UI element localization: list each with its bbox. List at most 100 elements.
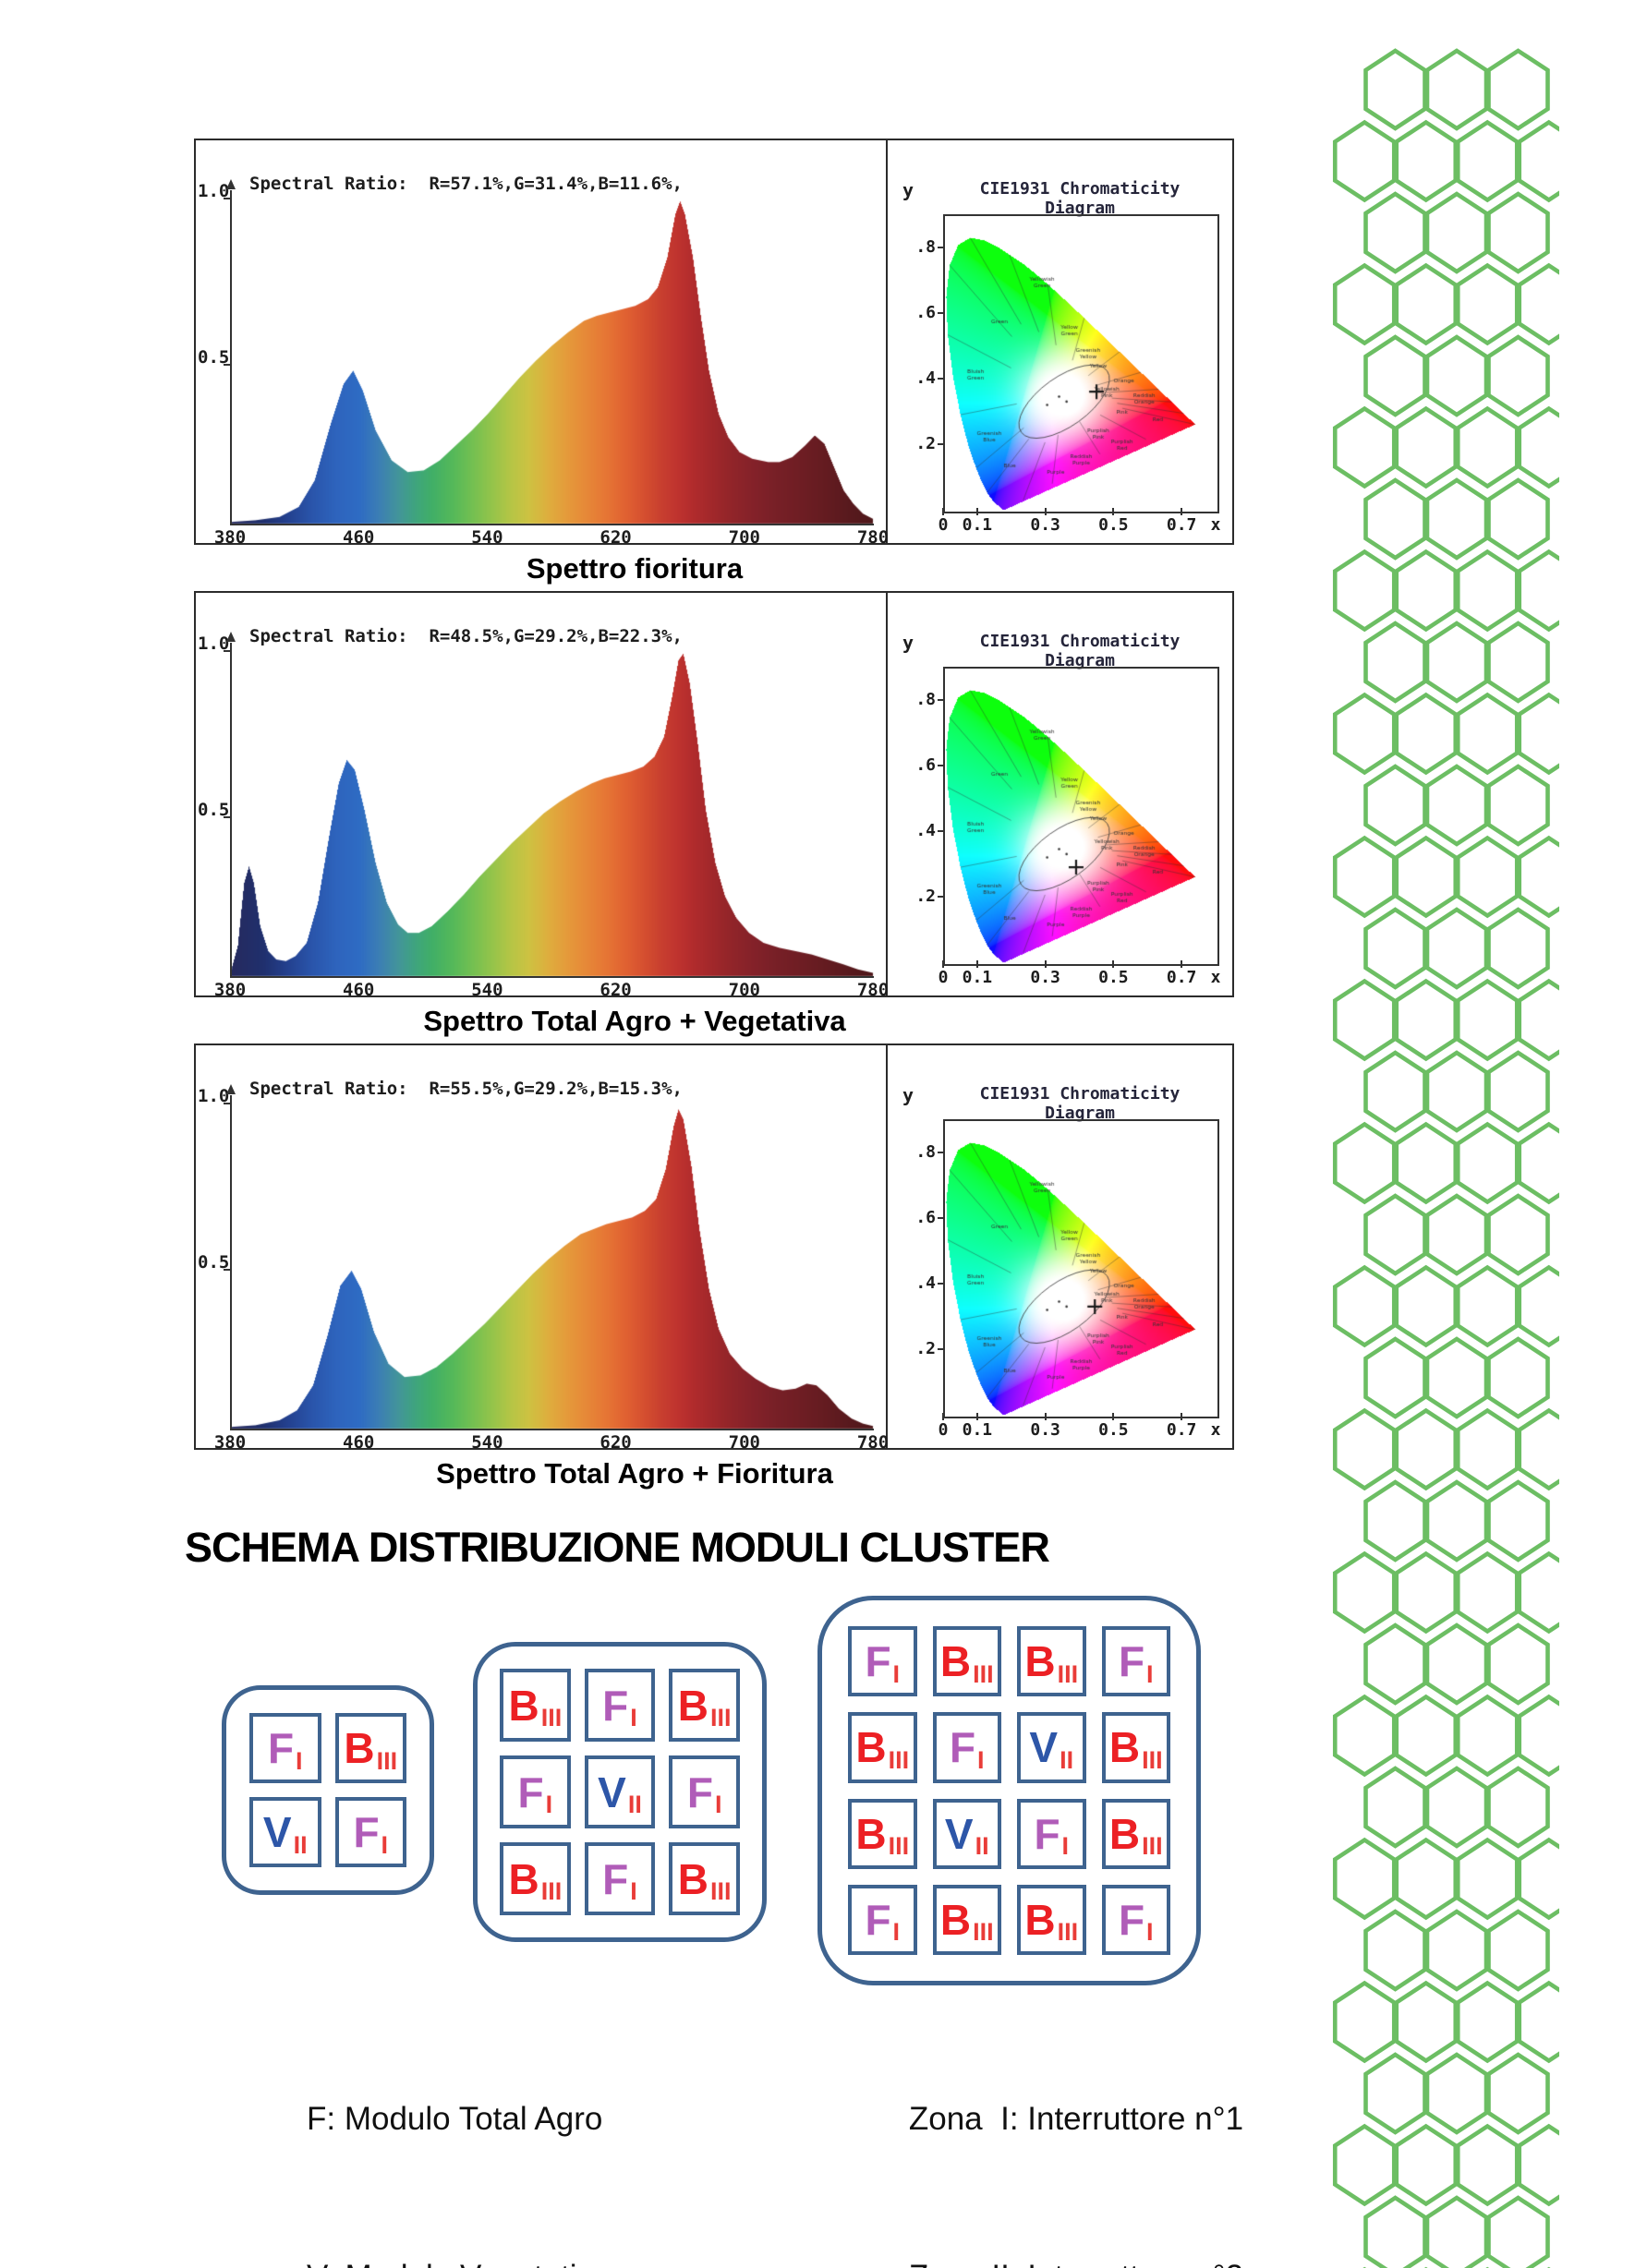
cie-x-tick-mark xyxy=(1044,1413,1047,1420)
cie-y-tick-label: .8 xyxy=(915,1141,936,1162)
y-tick-mark xyxy=(224,364,231,366)
cie-y-tick-label: .4 xyxy=(915,368,936,388)
cie-y-axis-label: y xyxy=(902,632,914,654)
cie-x-tick-label: 0 xyxy=(938,968,949,987)
cie-plot-area xyxy=(943,1119,1219,1418)
cie-x-tick-label: 0.3 xyxy=(1030,968,1060,987)
x-tick-label: 380 xyxy=(213,527,247,548)
cie-x-tick-mark xyxy=(1112,960,1115,968)
cie-x-tick-label: 0.5 xyxy=(1098,1420,1129,1440)
cie-y-tick-label: .6 xyxy=(915,302,936,322)
y-tick-label: 1.0 xyxy=(198,633,230,654)
module-legend-line-v: V: Modulo Vegetativa xyxy=(307,2250,611,2268)
module-legend: F: Modulo Total Agro V: Modulo Vegetativ… xyxy=(307,1987,611,2268)
cie-x-tick-label: 0 xyxy=(938,515,949,535)
panel-caption: Spettro Total Agro + Vegetativa xyxy=(423,1005,846,1037)
cie-y-tick-mark xyxy=(938,246,945,248)
zone-legend-line-1: Zona I: Interruttore n°1 xyxy=(908,2101,1244,2137)
x-tick-label: 540 xyxy=(471,980,503,1000)
x-tick-label: 540 xyxy=(471,1432,503,1453)
cie-canvas xyxy=(945,1121,1217,1417)
cie-x-tick-label: 0.3 xyxy=(1030,1420,1060,1440)
cie-title: CIE1931 Chromaticity Diagram xyxy=(979,1084,1181,1123)
y-tick-label: 0.5 xyxy=(198,800,230,820)
cie-diagram: y CIE1931 Chromaticity Diagram .8 .6 .4 .2 0 0.… xyxy=(888,140,1232,543)
cie-x-tick-label: 0.1 xyxy=(962,968,993,987)
cie-x-axis-label: x xyxy=(1210,968,1221,987)
spectral-chart: Spectral Ratio: R=57.1%,G=31.4%,B=11.6%,… xyxy=(196,140,889,548)
cie-y-tick-label: .8 xyxy=(915,236,936,257)
spectral-chart: Spectral Ratio: R=55.5%,G=29.2%,B=15.3%,… xyxy=(196,1045,889,1453)
x-tick-label: 460 xyxy=(343,1432,375,1453)
cie-y-tick-label: .2 xyxy=(915,433,936,453)
y-tick-label: 0.5 xyxy=(198,1252,230,1273)
cie-x-tick-mark xyxy=(942,1413,944,1420)
cie-y-tick-mark xyxy=(938,1347,945,1350)
cie-y-tick-mark xyxy=(938,1151,945,1153)
y-tick-mark xyxy=(224,650,231,652)
cie-y-tick-label: .2 xyxy=(915,886,936,906)
cie-y-axis-label: y xyxy=(902,1084,914,1106)
panel-caption: Spettro fioritura xyxy=(526,552,744,585)
x-axis-line xyxy=(230,1429,874,1430)
x-tick-label: 380 xyxy=(213,1432,247,1453)
cie-x-tick-label: 0.5 xyxy=(1098,968,1129,987)
spectrum-panel-2: Spectral Ratio: R=48.5%,G=29.2%,B=22.3%,… xyxy=(194,591,1234,1037)
cie-y-tick-mark xyxy=(938,1216,945,1219)
spectral-ratio-label: Spectral Ratio: R=55.5%,G=29.2%,B=15.3%, xyxy=(249,1079,683,1099)
zone-legend: Zona I: Interruttore n°1 Zona II: Interr… xyxy=(859,1987,1293,2268)
y-tick-mark xyxy=(224,198,231,199)
cie-y-tick-label: .6 xyxy=(915,754,936,775)
x-tick-label: 780 xyxy=(856,1432,890,1453)
cie-canvas xyxy=(945,669,1217,964)
y-tick-label: 0.5 xyxy=(198,347,230,368)
y-axis-arrow xyxy=(226,179,236,189)
cie-y-tick-mark xyxy=(938,829,945,832)
cie-y-tick-mark xyxy=(938,442,945,445)
cie-x-axis-label: x xyxy=(1210,1420,1221,1440)
x-tick-label: 780 xyxy=(856,527,890,548)
cie-y-tick-label: .4 xyxy=(915,1273,936,1293)
cie-x-tick-mark xyxy=(1044,508,1047,515)
x-tick-label: 540 xyxy=(471,527,503,548)
cie-y-tick-mark xyxy=(938,698,945,701)
y-tick-label: 1.0 xyxy=(198,181,230,201)
cie-x-tick-mark xyxy=(975,508,978,515)
cie-x-tick-mark xyxy=(942,960,944,968)
y-axis-arrow xyxy=(226,632,236,642)
x-tick-label: 460 xyxy=(343,527,375,548)
cie-plot-area xyxy=(943,667,1219,966)
cie-x-tick-label: 0.7 xyxy=(1166,515,1197,535)
cie-y-axis-label: y xyxy=(902,179,914,201)
cie-x-tick-mark xyxy=(1112,508,1115,515)
module-legend-line-f: F: Modulo Total Agro xyxy=(307,2101,603,2137)
cie-x-tick-mark xyxy=(942,508,944,515)
spectral-ratio-label: Spectral Ratio: R=48.5%,G=29.2%,B=22.3%, xyxy=(249,626,683,646)
cie-x-tick-label: 0 xyxy=(938,1420,949,1440)
spectrum-panel-1: Spectral Ratio: R=57.1%,G=31.4%,B=11.6%,… xyxy=(194,139,1234,585)
cie-canvas xyxy=(945,216,1217,512)
cie-x-tick-mark xyxy=(1181,1413,1183,1420)
cie-title: CIE1931 Chromaticity Diagram xyxy=(979,179,1181,218)
cie-y-tick-mark xyxy=(938,895,945,898)
spectral-chart-canvas xyxy=(196,140,886,543)
x-tick-label: 380 xyxy=(213,980,247,1000)
cie-diagram: y CIE1931 Chromaticity Diagram .8 .6 .4 .2 0 0.… xyxy=(888,593,1232,995)
x-tick-label: 460 xyxy=(343,980,375,1000)
cie-y-tick-mark xyxy=(938,1282,945,1285)
cie-diagram: y CIE1931 Chromaticity Diagram .8 .6 .4 .2 0 0.… xyxy=(888,1045,1232,1448)
y-tick-label: 1.0 xyxy=(198,1086,230,1106)
spectrum-panel-3: Spectral Ratio: R=55.5%,G=29.2%,B=15.3%,… xyxy=(194,1044,1234,1490)
zone-legend-line-2: Zona II: Interruttore n°2 xyxy=(859,2250,1293,2268)
cie-x-axis-label: x xyxy=(1210,515,1221,535)
y-tick-mark xyxy=(224,1103,231,1104)
cie-x-tick-mark xyxy=(1112,1413,1115,1420)
cie-x-tick-mark xyxy=(1181,508,1183,515)
y-tick-mark xyxy=(224,1269,231,1271)
x-tick-label: 620 xyxy=(599,980,632,1000)
cie-y-tick-mark xyxy=(938,764,945,766)
y-axis-line xyxy=(230,190,232,524)
cie-y-tick-mark xyxy=(938,377,945,380)
